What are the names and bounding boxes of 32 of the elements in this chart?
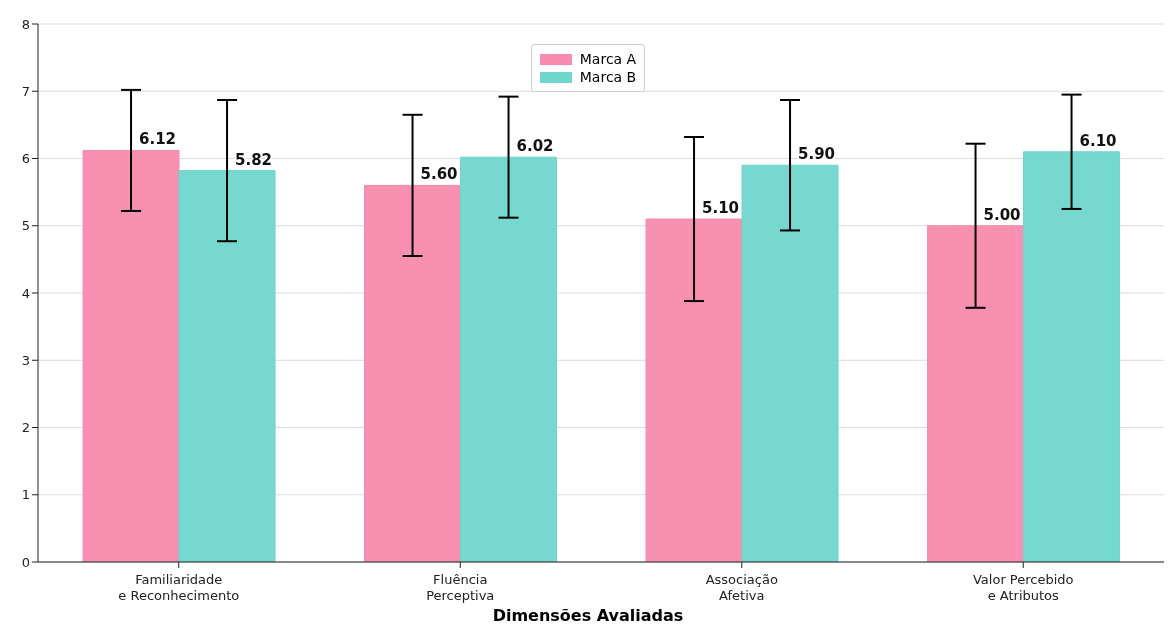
data-label: 5.82: [235, 150, 273, 169]
legend-label: Marca B: [579, 69, 637, 85]
data-label: 5.00: [983, 205, 1021, 224]
data-label: 6.02: [516, 137, 554, 156]
bar: [1023, 151, 1121, 562]
y-tick-label: 4: [21, 285, 30, 301]
bar: [82, 149, 180, 562]
legend-label: Marca A: [579, 51, 637, 67]
data-label: 5.10: [702, 199, 740, 218]
data-label: 5.90: [798, 145, 836, 164]
bar: [741, 164, 839, 562]
y-tick-label: 0: [21, 554, 30, 570]
bar: [460, 156, 558, 562]
x-tick-label: Associação Afetiva: [705, 572, 778, 603]
data-label: 6.12: [139, 130, 177, 149]
y-tick-label: 1: [21, 487, 30, 503]
y-tick-label: 5: [21, 218, 30, 234]
bar: [178, 170, 276, 562]
data-label: 6.10: [1079, 131, 1117, 150]
x-tick-label: Familiaridade e Reconhecimento: [118, 572, 240, 603]
x-tick-label: Valor Percebido e Atributos: [972, 572, 1074, 603]
y-tick-label: 3: [21, 352, 30, 368]
bar: [927, 225, 1025, 562]
data-label: 5.60: [420, 165, 458, 184]
y-tick-label: 7: [21, 83, 30, 99]
x-axis-title: Dimensões Avaliadas: [491, 606, 685, 625]
y-tick-label: 8: [21, 16, 30, 32]
y-tick-label: 2: [21, 420, 30, 436]
bar: [645, 218, 743, 562]
y-tick-label: 6: [21, 151, 30, 167]
x-tick-label: Fluência Perceptiva: [426, 572, 495, 603]
bar: [364, 184, 462, 562]
